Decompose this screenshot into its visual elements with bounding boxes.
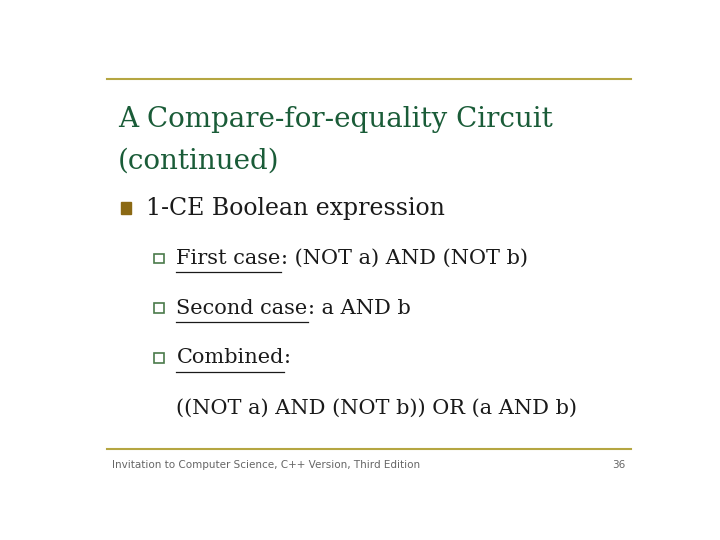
Text: 36: 36 <box>613 460 626 470</box>
Text: (continued): (continued) <box>118 148 279 175</box>
Bar <box>154 353 164 362</box>
Bar <box>121 202 131 214</box>
Text: Second case: Second case <box>176 299 307 318</box>
Text: Invitation to Computer Science, C++ Version, Third Edition: Invitation to Computer Science, C++ Vers… <box>112 460 420 470</box>
Text: 1-CE Boolean expression: 1-CE Boolean expression <box>145 197 445 220</box>
Text: Combined: Combined <box>176 348 284 367</box>
Text: : (NOT a) AND (NOT b): : (NOT a) AND (NOT b) <box>281 248 528 268</box>
Text: ((NOT a) AND (NOT b)) OR (a AND b): ((NOT a) AND (NOT b)) OR (a AND b) <box>176 399 577 417</box>
Bar <box>154 303 164 313</box>
Text: First case: First case <box>176 248 281 268</box>
Text: : a AND b: : a AND b <box>307 299 410 318</box>
Text: A Compare-for-equality Circuit: A Compare-for-equality Circuit <box>118 106 553 133</box>
Bar <box>154 254 164 263</box>
Text: :: : <box>284 348 291 367</box>
